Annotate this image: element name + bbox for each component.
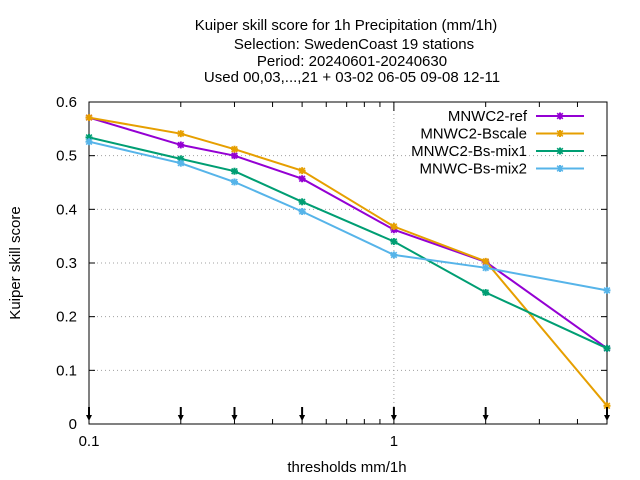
point-stroke <box>231 145 238 153</box>
data-point <box>298 167 306 175</box>
legend-entry: MNWC-Bs-mix2 <box>420 161 584 178</box>
y-axis-label: Kuiper skill score <box>7 206 24 319</box>
data-point <box>177 130 185 138</box>
x-axis-label: thresholds mm/1h <box>287 459 406 476</box>
threshold-marker-head <box>482 415 489 421</box>
series-MNWC2-Bs-mix1 <box>85 133 611 352</box>
observation-markers <box>86 407 610 421</box>
point-stroke <box>556 130 564 137</box>
data-point <box>603 344 611 352</box>
data-point <box>482 257 490 265</box>
data-point <box>230 178 238 186</box>
data-point <box>230 167 238 175</box>
data-point <box>177 159 185 167</box>
point-stroke <box>603 344 611 352</box>
legend-label: MNWC-Bs-mix2 <box>420 161 527 178</box>
title-line-3: Period: 20240601-20240630 <box>257 53 447 70</box>
point-stroke <box>298 198 306 206</box>
point-stroke <box>177 130 185 138</box>
threshold-marker-head <box>390 415 397 421</box>
y-tick-label: 0.2 <box>56 309 77 326</box>
data-point <box>230 152 238 160</box>
y-tick-label: 0.1 <box>56 362 77 379</box>
point-stroke <box>482 289 490 296</box>
threshold-marker-head <box>604 415 610 421</box>
legend-entry: MNWC2-Bscale <box>420 126 584 143</box>
y-tick-label: 0.4 <box>56 201 77 218</box>
point-stroke <box>177 141 185 149</box>
x-tick-label: 1 <box>390 433 398 450</box>
point-stroke <box>603 402 611 410</box>
series-MNWC-Bs-mix2 <box>85 138 611 294</box>
data-point <box>85 114 93 122</box>
point-stroke <box>556 165 564 172</box>
chart-title: Kuiper skill score for 1h Precipitation … <box>195 17 500 86</box>
legend-label: MNWC2-Bs-mix1 <box>411 143 527 160</box>
data-point <box>85 138 93 146</box>
y-tick-label: 0.3 <box>56 255 77 272</box>
point-stroke <box>177 159 185 167</box>
series <box>85 114 611 410</box>
point-stroke <box>298 208 306 215</box>
legend-entry: MNWC2-ref <box>448 108 584 125</box>
point-stroke <box>231 152 238 160</box>
data-point <box>482 264 490 272</box>
title-line-1: Kuiper skill score for 1h Precipitation … <box>195 17 498 34</box>
point-stroke <box>298 175 306 183</box>
point-stroke <box>85 138 93 146</box>
data-point <box>230 145 238 153</box>
title-line-4: Used 00,03,...,21 + 03-02 06-05 09-08 12… <box>204 69 500 86</box>
x-tick-label: 0.1 <box>79 433 100 450</box>
data-point <box>298 207 306 215</box>
point-stroke <box>603 287 611 294</box>
point-stroke <box>556 112 564 120</box>
point-stroke <box>298 167 306 175</box>
point-stroke <box>390 223 398 230</box>
data-point <box>603 286 611 294</box>
legend-label: MNWC2-ref <box>448 108 528 125</box>
grid <box>89 102 607 424</box>
legend-entry: MNWC2-Bs-mix1 <box>411 143 584 160</box>
point-stroke <box>390 251 398 259</box>
data-point <box>482 289 490 297</box>
data-point <box>298 198 306 206</box>
y-tick-label: 0 <box>69 416 77 433</box>
series-MNWC2-Bscale <box>85 114 611 410</box>
data-point <box>390 238 398 246</box>
point-stroke <box>482 264 490 272</box>
data-point <box>177 141 185 149</box>
point-stroke <box>482 258 490 265</box>
legend: MNWC2-refMNWC2-BscaleMNWC2-Bs-mix1MNWC-B… <box>411 108 584 178</box>
threshold-marker-head <box>177 415 184 421</box>
point-stroke <box>231 167 238 175</box>
data-point <box>390 223 398 231</box>
axes: 00.10.20.30.40.50.60.1 1 <box>56 94 608 450</box>
point-stroke <box>85 114 93 121</box>
threshold-marker-head <box>299 415 306 421</box>
data-point <box>298 175 306 183</box>
y-tick-label: 0.5 <box>56 148 77 165</box>
point-stroke <box>231 178 238 186</box>
threshold-marker-head <box>231 415 238 421</box>
point-stroke <box>556 147 564 155</box>
point-stroke <box>390 238 398 245</box>
series-line <box>88 140 608 292</box>
threshold-marker-head <box>86 415 92 421</box>
legend-label: MNWC2-Bscale <box>420 126 527 143</box>
title-line-2: Selection: SwedenCoast 19 stations <box>234 36 474 53</box>
data-point <box>390 251 398 259</box>
y-tick-label: 0.6 <box>56 94 77 111</box>
